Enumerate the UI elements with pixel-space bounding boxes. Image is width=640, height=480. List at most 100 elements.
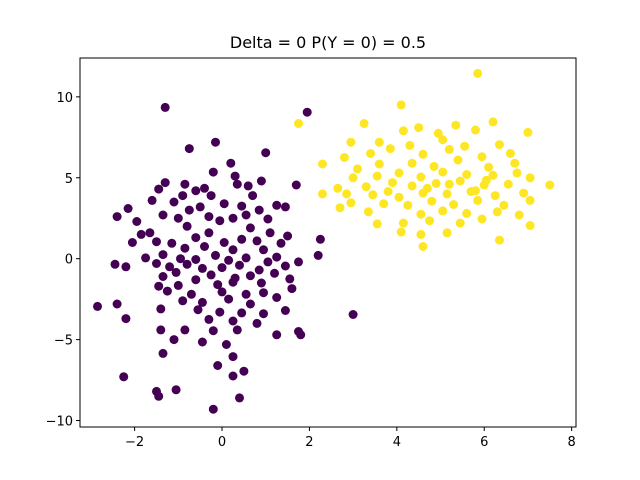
point-class-1: [431, 178, 441, 188]
point-class-0: [237, 308, 247, 318]
point-class-0: [184, 144, 194, 154]
point-class-0: [313, 250, 323, 260]
point-class-1: [368, 190, 378, 200]
point-class-1: [348, 173, 358, 183]
point-class-1: [505, 149, 515, 158]
point-class-1: [484, 162, 494, 172]
point-class-0: [208, 167, 218, 177]
point-class-0: [294, 257, 303, 267]
point-class-1: [523, 127, 533, 137]
point-class-0: [171, 385, 181, 395]
x-axis: −2 0 2 4 6 8: [125, 427, 576, 450]
point-class-1: [418, 149, 428, 159]
point-class-1: [438, 206, 448, 216]
point-class-0: [232, 325, 242, 335]
point-class-0: [152, 259, 161, 268]
point-class-0: [197, 263, 207, 273]
point-class-0: [158, 250, 168, 260]
point-class-0: [228, 213, 238, 223]
point-class-1: [416, 209, 426, 219]
point-class-1: [514, 210, 524, 220]
point-class-1: [372, 171, 382, 181]
point-class-1: [396, 100, 406, 110]
point-class-1: [455, 218, 465, 228]
x-tick-label: 4: [393, 435, 401, 450]
point-class-0: [263, 257, 273, 267]
point-class-1: [359, 119, 369, 128]
point-class-1: [385, 144, 395, 154]
point-class-0: [245, 299, 255, 309]
point-class-0: [191, 255, 201, 264]
point-class-0: [169, 335, 179, 345]
y-axis: −10 −5 0 5 10: [46, 91, 80, 430]
point-class-1: [429, 161, 439, 171]
point-class-0: [176, 254, 185, 264]
point-class-0: [228, 245, 238, 255]
point-class-0: [178, 296, 188, 306]
point-class-1: [442, 228, 452, 238]
point-class-0: [241, 253, 251, 263]
data-points: [93, 68, 555, 414]
point-class-0: [160, 102, 170, 112]
point-class-0: [287, 284, 297, 294]
point-class-1: [361, 182, 371, 192]
point-class-0: [261, 148, 271, 158]
point-class-1: [353, 164, 362, 174]
point-class-0: [191, 186, 201, 196]
point-class-0: [145, 228, 155, 238]
point-class-1: [403, 200, 413, 210]
point-class-0: [191, 233, 201, 243]
point-class-0: [217, 263, 227, 273]
point-class-1: [318, 189, 327, 199]
point-class-1: [455, 176, 465, 186]
point-class-0: [182, 259, 192, 269]
chart-title: Delta = 0 P(Y = 0) = 0.5: [230, 33, 426, 52]
point-class-0: [252, 318, 262, 328]
point-class-0: [315, 234, 325, 244]
point-class-0: [119, 372, 129, 382]
point-class-1: [388, 178, 397, 188]
point-class-1: [346, 198, 356, 208]
point-class-0: [211, 250, 220, 260]
point-class-0: [241, 210, 251, 220]
point-class-0: [191, 275, 201, 285]
point-class-0: [232, 179, 242, 189]
y-tick-label: 0: [65, 253, 73, 268]
point-class-1: [488, 170, 498, 180]
point-class-0: [186, 289, 196, 299]
point-class-0: [110, 259, 120, 269]
point-class-1: [481, 175, 491, 185]
point-class-1: [499, 200, 509, 210]
point-class-1: [422, 183, 432, 193]
point-class-0: [285, 274, 295, 284]
point-class-0: [241, 289, 251, 299]
point-class-0: [195, 202, 205, 212]
point-class-0: [132, 217, 142, 226]
point-class-1: [512, 168, 522, 178]
point-class-0: [93, 301, 102, 311]
x-tick-label: 2: [305, 435, 313, 450]
point-class-1: [525, 195, 535, 205]
point-class-0: [280, 306, 290, 315]
point-class-0: [280, 261, 290, 271]
point-class-1: [372, 219, 382, 229]
point-class-1: [383, 187, 393, 196]
point-class-0: [228, 316, 238, 326]
point-class-0: [136, 229, 146, 239]
point-class-0: [152, 237, 161, 247]
x-tick-label: 0: [218, 435, 226, 450]
point-class-0: [112, 299, 122, 309]
point-class-0: [272, 200, 282, 210]
point-class-0: [254, 265, 264, 275]
point-class-0: [245, 223, 255, 233]
point-class-0: [173, 213, 183, 223]
y-tick-label: 5: [65, 172, 73, 187]
point-class-1: [490, 191, 500, 201]
point-class-1: [444, 144, 454, 154]
point-class-1: [492, 207, 502, 217]
point-class-0: [228, 371, 238, 381]
point-class-0: [112, 212, 122, 222]
point-class-1: [394, 192, 404, 202]
y-tick-label: −5: [54, 334, 73, 349]
point-class-0: [280, 202, 290, 212]
